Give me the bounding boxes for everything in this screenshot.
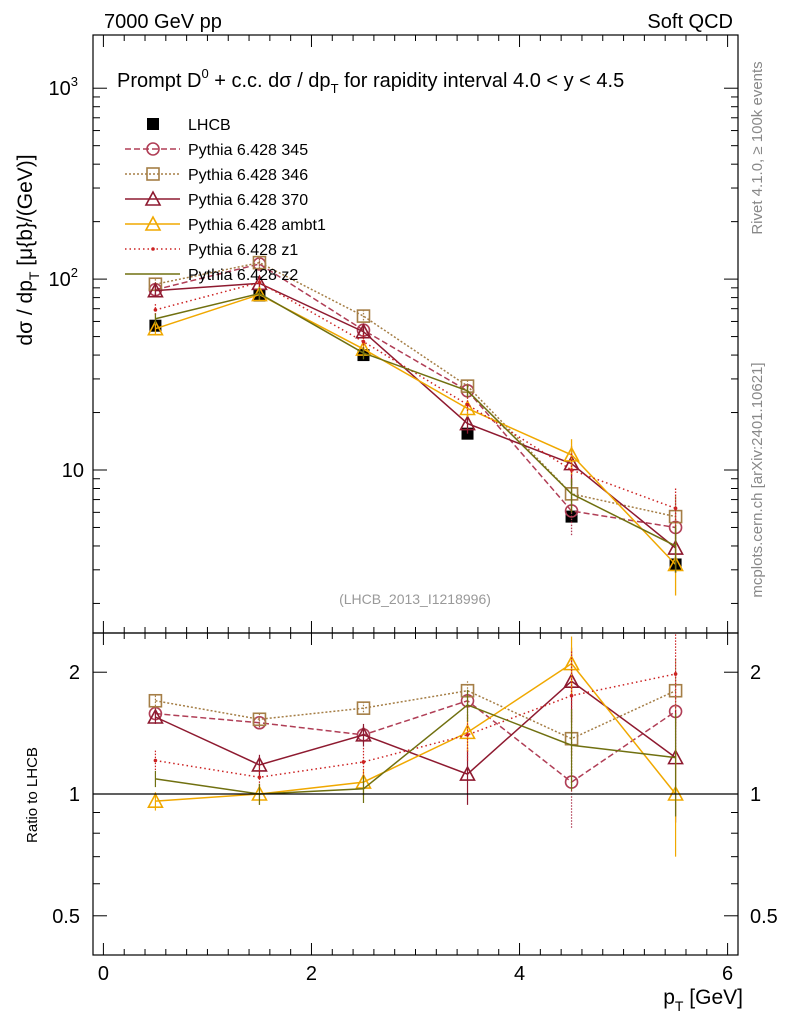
series-4-point: [147, 319, 164, 336]
series-1-main: [148, 257, 683, 555]
legend-marker-0: [147, 118, 159, 130]
series-5-ratio: [153, 634, 678, 789]
legend-label-3: Pythia 6.428 370: [188, 192, 308, 209]
series-5-point: [673, 506, 678, 511]
series-3-point: [459, 414, 476, 431]
series-6-ratio: [154, 689, 677, 817]
series-2-ratio-point: [356, 701, 371, 715]
series-4-line: [155, 293, 677, 565]
series-1-ratio-line: [155, 699, 677, 784]
series-2-ratio-point: [148, 693, 163, 708]
legend-marker-5: [151, 247, 155, 251]
analysis-watermark: (LHCB_2013_I1218996): [339, 591, 491, 607]
y-tick-label: 10: [62, 460, 84, 482]
legend: LHCB Pythia 6.428 345 Pythia 6.428 346 Pyth…: [125, 117, 326, 284]
series-5-line: [155, 281, 676, 510]
series-5-point: [361, 339, 366, 344]
series-2-line: [155, 261, 676, 518]
series-5-main: [153, 276, 678, 535]
ratio-tick-label-right: 0.5: [750, 906, 778, 928]
series-4-ratio-point: [147, 792, 164, 808]
y-tick-label: 102: [49, 265, 78, 291]
series-2-ratio-point: [668, 683, 683, 698]
series-3-ratio-point: [147, 708, 164, 724]
series-5-ratio-point: [465, 733, 470, 737]
legend-label-4: Pythia 6.428 ambt1: [188, 217, 326, 234]
series-5-point: [153, 308, 158, 312]
header-category: Soft QCD: [647, 11, 733, 33]
legend-marker-3: [144, 190, 162, 206]
series-4-point: [459, 399, 476, 416]
y-tick-label: 103: [49, 74, 78, 100]
legend-label-5: Pythia 6.428 z1: [188, 242, 298, 259]
ratio-tick-label: 1: [69, 784, 80, 806]
series-6-line: [155, 292, 676, 547]
series-3-ratio-line: [155, 680, 677, 775]
series-5-ratio-point: [569, 693, 574, 698]
ratio-tick-label: 2: [69, 662, 80, 684]
x-tick-label: 6: [722, 963, 733, 985]
series-4-main: [147, 285, 684, 596]
series-1-line: [155, 263, 676, 529]
series-3-point: [147, 281, 164, 298]
mcplots-label: mcplots.cern.ch [arXiv:2401.10621]: [749, 362, 766, 597]
x-tick-label: 2: [306, 963, 317, 985]
legend-marker-2: [146, 167, 160, 181]
series-2-ratio-point: [252, 712, 267, 727]
series-3-ratio-point: [355, 726, 372, 742]
series-5-point: [569, 468, 574, 472]
x-axis-label: pT [GeV]: [663, 986, 743, 1014]
rivet-version-label: Rivet 4.1.0, ≥ 100k events: [749, 61, 766, 234]
series-1-ratio: [148, 676, 683, 829]
series-5-ratio-point: [257, 775, 262, 780]
legend-marker-1: [146, 142, 160, 156]
ratio-y-axis-label: Ratio to LHCB: [24, 747, 41, 843]
ratio-tick-label-right: 1: [750, 784, 761, 806]
legend-label-2: Pythia 6.428 346: [188, 167, 308, 184]
legend-label-1: Pythia 6.428 345: [188, 142, 308, 159]
series-2-point: [356, 309, 371, 323]
header-energy: 7000 GeV pp: [104, 11, 222, 33]
axis-ticks: 0 2 4 6 10 102 103 0.5 0.5 1 1 2 2: [49, 35, 778, 985]
ratio-tick-label: 0.5: [52, 906, 80, 928]
series-5-ratio-point: [153, 758, 158, 763]
series-3-point: [355, 323, 372, 339]
y-axis-label: dσ / dpT [μ{b}/(GeV)]: [14, 154, 42, 345]
x-tick-label: 4: [514, 963, 525, 985]
series-5-ratio-line: [155, 673, 676, 779]
series-6-ratio-line: [155, 704, 676, 795]
series-3-line: [155, 282, 677, 549]
series-3-ratio-point: [251, 756, 268, 772]
series-5-point: [465, 402, 470, 407]
series-5-ratio-point: [673, 672, 678, 676]
legend-label-0: LHCB: [188, 117, 231, 134]
ratio-tick-label-right: 2: [750, 662, 761, 684]
series-2-main: [148, 255, 683, 544]
x-tick-label: 0: [98, 963, 109, 985]
series-4-ratio-line: [155, 662, 677, 802]
series-0-main: [149, 289, 682, 573]
legend-label-6: Pythia 6.428 z2: [188, 267, 298, 284]
ratio-series-group: [147, 634, 684, 857]
series-5-point: [257, 280, 262, 285]
main-series-group: [147, 255, 684, 596]
series-4-ratio-point: [459, 723, 476, 740]
series-3-main: [147, 274, 684, 573]
chart-title: Prompt D0 + c.c. dσ / dpT for rapidity i…: [117, 66, 624, 96]
series-2-point: [252, 255, 267, 270]
series-3-ratio-point: [459, 765, 476, 781]
series-5-ratio-point: [361, 760, 366, 764]
legend-marker-4: [144, 215, 162, 231]
series-2-ratio-line: [155, 689, 676, 740]
series-6-main: [154, 287, 677, 573]
